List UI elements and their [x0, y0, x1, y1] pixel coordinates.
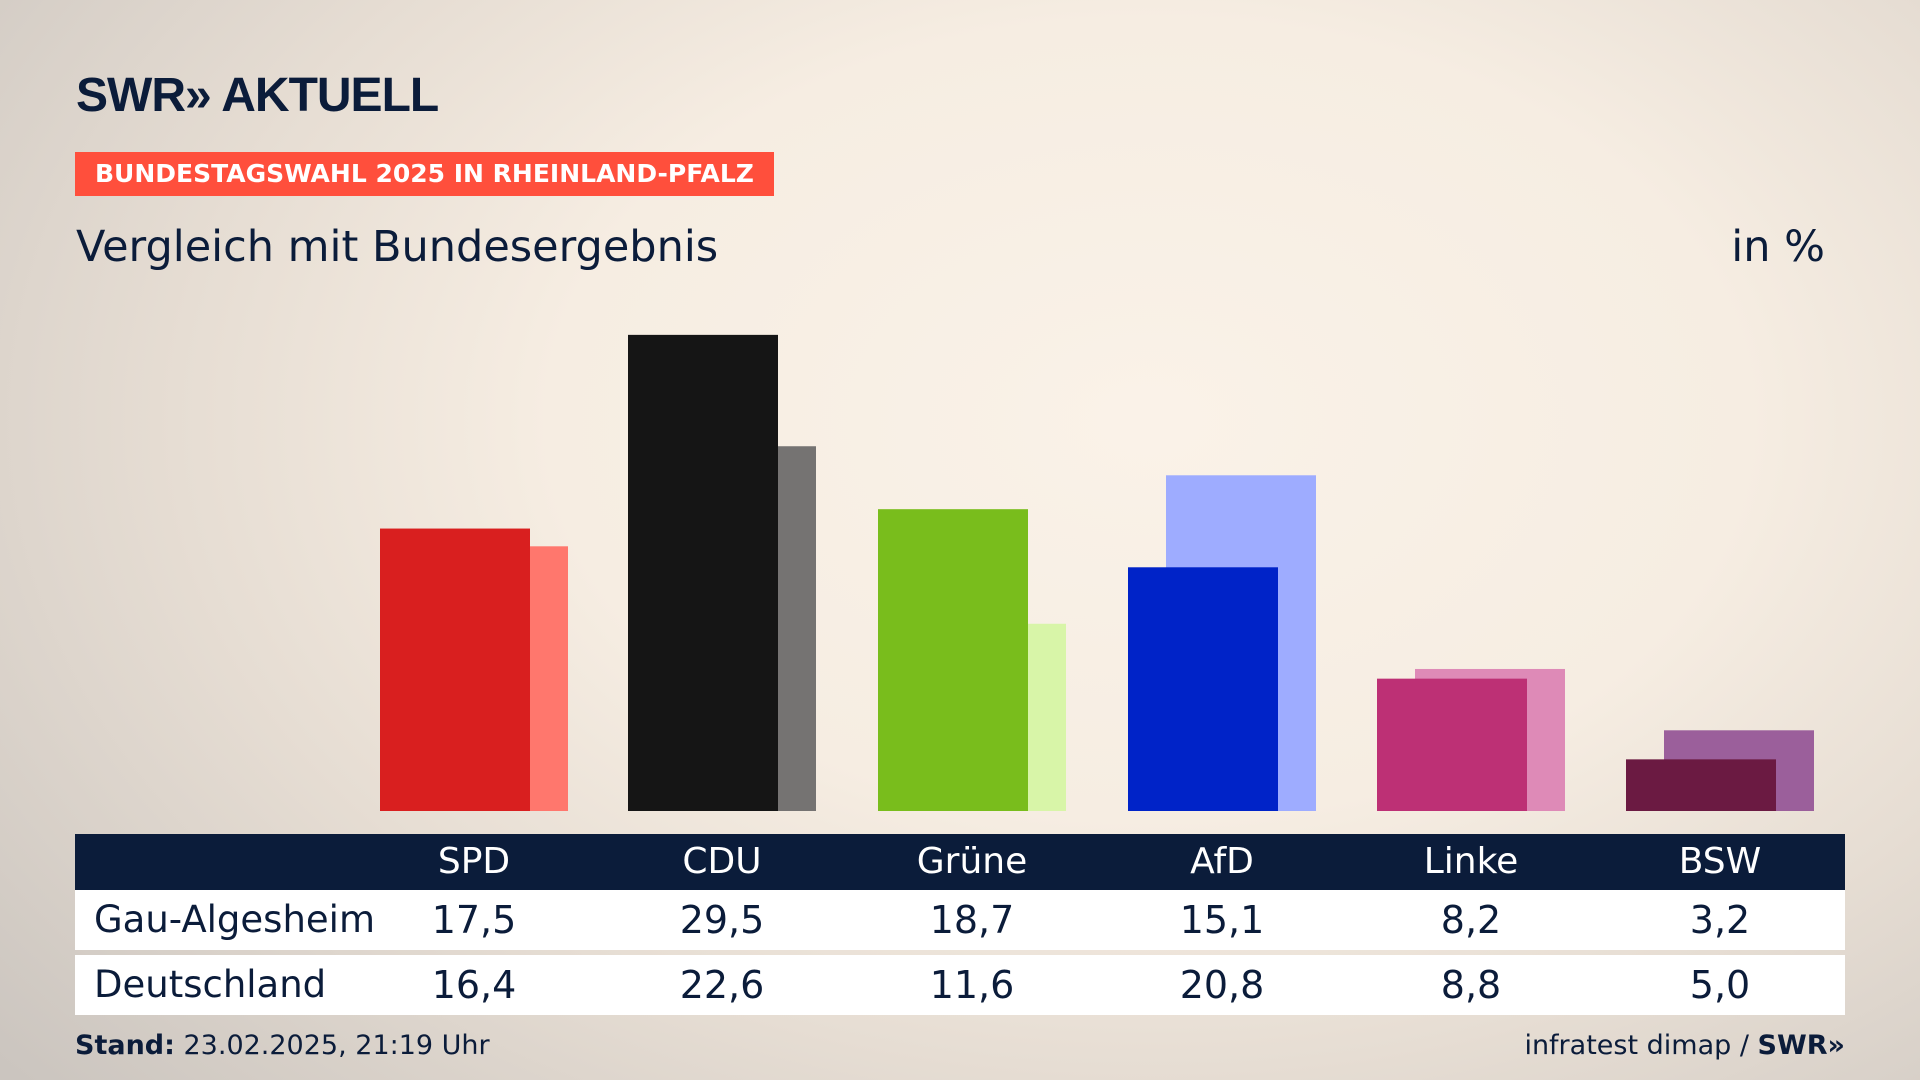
column-header: CDU — [682, 841, 762, 882]
bar-grüne-national — [916, 623, 1066, 811]
value-cell: 8,2 — [1440, 898, 1502, 942]
bar-chart — [380, 334, 1814, 811]
bar-spd-national — [418, 546, 568, 811]
value-cell: 8,8 — [1440, 963, 1502, 1007]
value-cell: 15,1 — [1179, 898, 1265, 942]
value-cell: 3,2 — [1689, 898, 1751, 942]
value-cell: 22,6 — [679, 963, 765, 1007]
bar-bsw-national — [1664, 730, 1814, 811]
stand-value: 23.02.2025, 21:19 Uhr — [174, 1030, 490, 1061]
table-row-gau-algesheim: Gau-Algesheim 17,5 29,5 18,7 15,1 8,2 3,2 — [75, 890, 1845, 950]
chart-title: Vergleich mit Bundesergebnis — [76, 222, 719, 272]
row-label: Deutschland — [94, 963, 327, 1006]
value-cell: 16,4 — [431, 963, 517, 1007]
value-cell: 29,5 — [679, 898, 765, 942]
bar-linke-national — [1415, 668, 1565, 811]
column-header: AfD — [1190, 841, 1254, 882]
source-text: infratest dimap / — [1524, 1030, 1758, 1061]
value-cell: 5,0 — [1689, 963, 1751, 1007]
bar-afd-local — [1128, 567, 1278, 811]
value-cell: 20,8 — [1179, 963, 1265, 1007]
bar-linke-local — [1377, 678, 1527, 811]
timestamp: Stand: 23.02.2025, 21:19 Uhr — [75, 1030, 490, 1061]
column-header: Grüne — [916, 841, 1028, 882]
table-row-deutschland: Deutschland 16,4 22,6 11,6 20,8 8,8 5,0 — [75, 955, 1845, 1015]
unit-label: in % — [1731, 222, 1825, 272]
table-header: SPD CDU Grüne AfD Linke BSW — [75, 834, 1845, 890]
swr-aktuell-logo: SWR» AKTUELL — [76, 69, 439, 122]
bar-afd-national — [1166, 475, 1316, 811]
bar-grüne-local — [878, 509, 1028, 811]
value-cell: 18,7 — [929, 898, 1015, 942]
value-cell: 11,6 — [929, 963, 1015, 1007]
column-header: SPD — [437, 841, 511, 882]
bar-bsw-local — [1626, 759, 1776, 811]
column-header: BSW — [1678, 841, 1762, 882]
source: infratest dimap / SWR» — [1524, 1030, 1845, 1061]
column-header: Linke — [1423, 841, 1519, 882]
bar-cdu-national — [666, 446, 816, 811]
swr-small-logo: SWR» — [1757, 1030, 1845, 1061]
stand-label: Stand: — [75, 1030, 175, 1061]
bar-cdu-local — [628, 334, 778, 811]
row-label: Gau-Algesheim — [94, 898, 375, 941]
bar-spd-local — [380, 528, 530, 811]
value-cell: 17,5 — [431, 898, 517, 942]
topic-banner: BUNDESTAGSWAHL 2025 IN RHEINLAND-PFALZ — [75, 152, 774, 196]
